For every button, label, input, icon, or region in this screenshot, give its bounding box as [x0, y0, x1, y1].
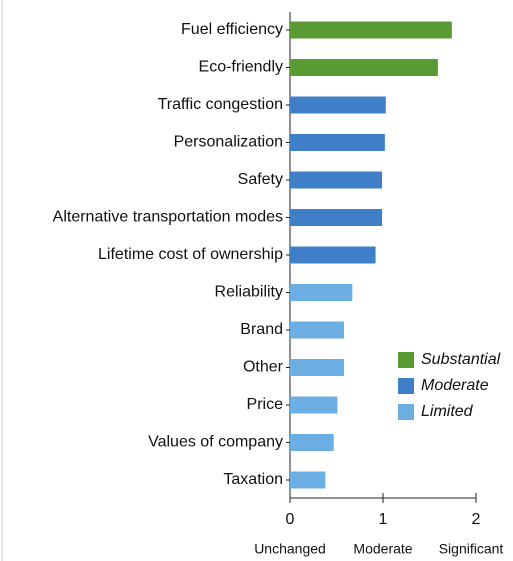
- y-tick-label: Values of company: [148, 434, 283, 451]
- legend-label: Substantial: [421, 351, 501, 368]
- bar: [290, 96, 386, 114]
- bar: [290, 59, 438, 76]
- bar: [290, 471, 326, 489]
- legend-swatch: [398, 352, 414, 368]
- y-tick-label: Personalization: [174, 134, 283, 151]
- bar: [290, 21, 452, 39]
- bar: [290, 359, 344, 376]
- y-tick-label: Taxation: [223, 471, 283, 488]
- x-tick-caption: Unchanged: [254, 541, 326, 557]
- bar: [290, 246, 376, 264]
- legend-swatch: [398, 404, 414, 420]
- bar: [290, 434, 334, 451]
- y-tick-label: Fuel efficiency: [181, 21, 283, 38]
- bar: [290, 396, 338, 414]
- bar: [290, 321, 344, 339]
- bar: [290, 284, 353, 301]
- y-tick-label: Eco-friendly: [199, 59, 283, 76]
- y-tick-label: Alternative transportation modes: [53, 209, 283, 226]
- y-tick-label: Price: [247, 396, 284, 413]
- legend-label: Moderate: [421, 377, 489, 394]
- y-tick-label: Other: [243, 359, 284, 376]
- legend-swatch: [398, 378, 414, 394]
- y-tick-label: Traffic congestion: [158, 96, 283, 113]
- y-tick-label: Lifetime cost of ownership: [98, 246, 283, 263]
- x-tick-label: 0: [286, 511, 295, 528]
- bar: [290, 209, 383, 226]
- y-tick-label: Brand: [240, 321, 283, 338]
- x-tick-label: 1: [379, 511, 388, 528]
- x-tick-caption: Significant: [439, 541, 504, 557]
- y-tick-label: Safety: [238, 171, 283, 188]
- bar: [290, 134, 385, 151]
- x-tick-label: 2: [472, 511, 481, 528]
- legend-label: Limited: [421, 403, 474, 420]
- x-tick-caption: Moderate: [353, 541, 412, 557]
- bar: [290, 171, 383, 189]
- y-tick-label: Reliability: [215, 284, 283, 301]
